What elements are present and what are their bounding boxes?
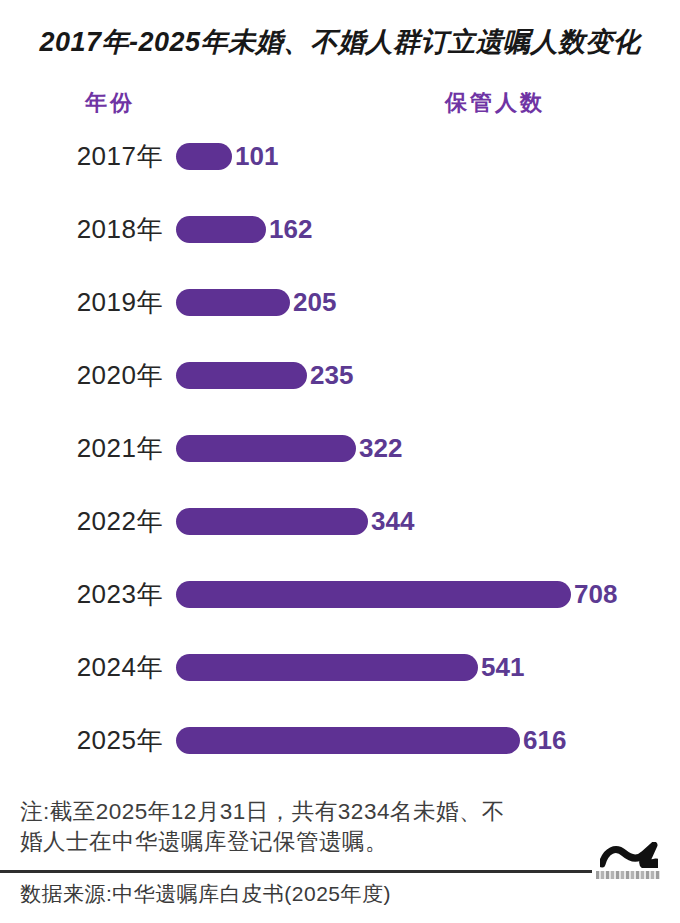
bar xyxy=(176,727,520,754)
chart-row: 2024年 541 xyxy=(0,631,680,704)
year-label: 2018年 xyxy=(0,212,163,247)
value-label: 616 xyxy=(523,725,566,756)
chart-row: 2020年 235 xyxy=(0,339,680,412)
value-label: 101 xyxy=(235,141,278,172)
year-label: 2025年 xyxy=(0,723,163,758)
divider-line xyxy=(0,870,592,873)
chart-row: 2019年 205 xyxy=(0,266,680,339)
infographic-poster: 2017年-2025年未婚、不婚人群订立遗嘱人数变化 年份 保管人数 2017年… xyxy=(0,0,680,923)
year-label: 2022年 xyxy=(0,504,163,539)
year-label: 2020年 xyxy=(0,358,163,393)
chart-row: 2023年 708 xyxy=(0,558,680,631)
value-label: 708 xyxy=(574,579,617,610)
year-label: 2024年 xyxy=(0,650,163,685)
column-header-year: 年份 xyxy=(85,88,135,118)
year-label: 2021年 xyxy=(0,431,163,466)
logo-caption-text xyxy=(596,871,660,879)
bar xyxy=(176,289,290,316)
year-label: 2023年 xyxy=(0,577,163,612)
value-label: 205 xyxy=(293,287,336,318)
value-label: 541 xyxy=(481,652,524,683)
chart-row: 2018年 162 xyxy=(0,193,680,266)
footnote: 注:截至2025年12月31日，共有3234名未婚、不婚人士在中华遗嘱库登记保管… xyxy=(20,797,520,856)
value-label: 162 xyxy=(269,214,312,245)
page-title: 2017年-2025年未婚、不婚人群订立遗嘱人数变化 xyxy=(0,0,680,58)
bar xyxy=(176,581,571,608)
chart-row: 2025年 616 xyxy=(0,704,680,777)
publisher-logo xyxy=(596,842,662,879)
chart-row: 2017年 101 xyxy=(0,120,680,193)
chart-row: 2021年 322 xyxy=(0,412,680,485)
value-label: 235 xyxy=(310,360,353,391)
bar xyxy=(176,362,307,389)
chart-row: 2022年 344 xyxy=(0,485,680,558)
bar xyxy=(176,654,478,681)
column-header-count: 保管人数 xyxy=(445,88,545,118)
bar xyxy=(176,216,266,243)
column-headers: 年份 保管人数 xyxy=(0,88,680,116)
data-source: 数据来源:中华遗嘱库白皮书(2025年度) xyxy=(20,880,680,908)
value-label: 344 xyxy=(371,506,414,537)
wave-logo-icon xyxy=(600,842,658,868)
bar xyxy=(176,435,356,462)
year-label: 2019年 xyxy=(0,285,163,320)
bar xyxy=(176,508,368,535)
year-label: 2017年 xyxy=(0,139,163,174)
value-label: 322 xyxy=(359,433,402,464)
bar xyxy=(176,143,232,170)
bar-chart: 2017年 101 2018年 162 2019年 205 2020年 235 … xyxy=(0,120,680,777)
